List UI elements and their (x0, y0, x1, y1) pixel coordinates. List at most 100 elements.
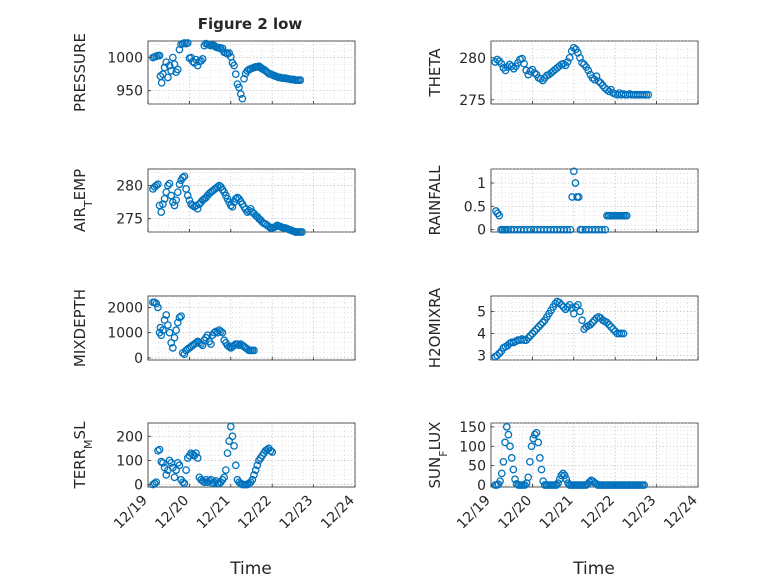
data-point (180, 479, 189, 488)
data-point (496, 477, 504, 486)
data-point (499, 457, 508, 466)
y-tick-label: 200 (116, 429, 143, 445)
data-point (192, 449, 200, 458)
data-point (173, 188, 182, 197)
y-axis-label: THETA (426, 48, 444, 98)
data-point (538, 318, 547, 327)
y-axis-label: MIXDEPTH (71, 289, 89, 367)
x-tick-label: 12/21 (537, 493, 577, 533)
x-tick-label: 12/22 (235, 493, 275, 533)
data-point (152, 181, 161, 190)
x-tick-label: 12/22 (578, 493, 618, 533)
data-point (218, 328, 227, 337)
data-point (622, 211, 631, 220)
data-point (566, 225, 575, 234)
data-point (231, 70, 240, 79)
data-point (296, 76, 305, 84)
data-point (228, 432, 237, 441)
subplot-pressure: 950 1000 PRESSURE (71, 33, 356, 112)
y-axis-label: SUNFLUX (426, 422, 450, 489)
data-point (526, 457, 534, 466)
data-point (157, 78, 166, 87)
data-point (152, 299, 161, 308)
data-point (154, 303, 162, 312)
data-point (509, 465, 518, 474)
figure-title: Figure 2 low (198, 15, 303, 33)
x-tick-label: 12/21 (194, 493, 234, 533)
data-point (609, 325, 617, 333)
y-tick-label: 1000 (107, 326, 143, 342)
data-point (598, 225, 606, 234)
data-point (155, 445, 164, 454)
data-point (250, 471, 258, 479)
data-point (223, 449, 232, 458)
data-point (168, 344, 177, 352)
data-point (198, 341, 207, 350)
subplot-air-temp: 275 280 AIRTEMP (71, 168, 356, 236)
data-point (569, 43, 578, 52)
data-point (170, 473, 179, 482)
data-point (183, 39, 192, 47)
data-point (527, 442, 536, 451)
data-point (172, 326, 181, 335)
data-point (251, 466, 260, 474)
data-point (504, 430, 513, 439)
data-point (268, 448, 277, 456)
data-point (572, 303, 580, 311)
y-axis-label: TERRMSL (71, 421, 95, 490)
data-point (493, 351, 502, 360)
data-point (605, 87, 613, 96)
data-point (559, 469, 567, 478)
subplot-mixdepth: 0 1000 2000 MIXDEPTH (71, 289, 356, 367)
y-tick-label: 280 (459, 51, 486, 67)
x-axis-label-left: Time (229, 559, 272, 579)
x-tick-label: 12/19 (111, 493, 151, 533)
data-point (155, 51, 164, 60)
data-point (165, 328, 174, 337)
y-axis-label: AIRTEMP (71, 169, 95, 232)
data-point (603, 318, 611, 327)
data-point (162, 471, 171, 479)
data-point (588, 74, 597, 82)
data-point (528, 329, 537, 338)
y-tick-label: 2000 (107, 300, 143, 316)
data-point (574, 193, 583, 201)
y-tick-label: 1000 (107, 51, 143, 67)
data-point (217, 327, 225, 336)
data-point (594, 77, 603, 86)
y-tick-label: 280 (116, 179, 143, 195)
data-point (607, 323, 615, 331)
data-point (497, 469, 506, 478)
data-point (188, 450, 197, 459)
data-point (180, 172, 189, 181)
data-point (534, 438, 543, 447)
data-point (530, 69, 539, 77)
data-point (537, 465, 546, 474)
data-point (524, 334, 533, 342)
data-point (238, 94, 247, 103)
y-tick-label: 0 (477, 478, 486, 494)
data-point (603, 85, 611, 94)
data-point (159, 200, 167, 208)
data-point (557, 471, 566, 480)
data-point (502, 423, 511, 431)
data-point (585, 478, 594, 486)
subplot-terr-msl: 0 100 200 12/19 12/20 12/21 12/22 12/23 12/24 TER… (71, 421, 358, 532)
x-axis-label-right: Time (572, 559, 615, 579)
data-point (559, 59, 568, 68)
data-point (215, 43, 224, 52)
data-point (266, 446, 275, 455)
data-point (192, 338, 200, 347)
y-tick-label: 0 (477, 223, 486, 239)
data-point (531, 430, 539, 439)
data-point (159, 326, 167, 335)
data-point (526, 331, 535, 340)
y-axis-label: H2OMIXRA (426, 287, 444, 368)
data-point (530, 327, 539, 336)
data-point (536, 320, 545, 329)
data-point (230, 61, 238, 70)
data-point (225, 49, 233, 57)
y-axis-label: PRESSURE (71, 33, 89, 112)
data-point (584, 66, 593, 75)
data-point (183, 191, 192, 200)
